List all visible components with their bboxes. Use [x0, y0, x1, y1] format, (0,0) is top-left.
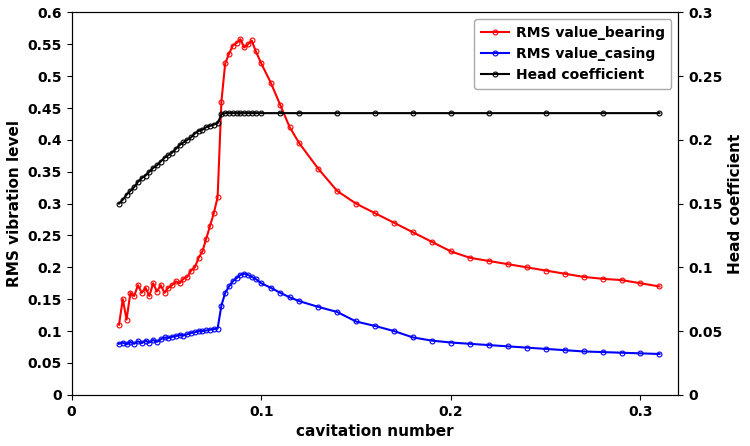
Head coefficient [194, 128, 203, 134]
RMS value_casing [160, 335, 169, 340]
Head coefficient [137, 175, 146, 181]
Head coefficient [148, 165, 158, 171]
RMS value_casing [655, 351, 664, 357]
Head coefficient [244, 111, 253, 116]
Head coefficient [240, 111, 249, 116]
RMS value_bearing [256, 61, 265, 66]
Head coefficient [446, 111, 455, 116]
Head coefficient [115, 201, 124, 206]
Head coefficient [118, 197, 128, 202]
RMS value_bearing [194, 255, 203, 260]
Head coefficient [276, 111, 285, 116]
Y-axis label: RMS vibration level: RMS vibration level [7, 120, 22, 287]
RMS value_casing [522, 345, 531, 350]
Head coefficient [248, 111, 256, 116]
Head coefficient [134, 179, 142, 185]
Head coefficient [484, 111, 494, 116]
Head coefficient [542, 111, 550, 116]
Head coefficient [198, 127, 207, 132]
Head coefficient [236, 111, 244, 116]
Head coefficient [172, 146, 181, 152]
Head coefficient [295, 111, 304, 116]
Head coefficient [228, 111, 237, 116]
Head coefficient [122, 192, 131, 198]
RMS value_bearing [160, 290, 169, 296]
Head coefficient [179, 140, 188, 145]
Head coefficient [187, 135, 196, 140]
RMS value_casing [167, 334, 176, 339]
RMS value_bearing [522, 264, 531, 270]
Head coefficient [167, 150, 176, 155]
Line: Head coefficient: Head coefficient [116, 111, 662, 206]
Head coefficient [409, 111, 418, 116]
Head coefficient [126, 188, 135, 194]
Line: RMS value_bearing: RMS value_bearing [116, 37, 662, 327]
RMS value_bearing [655, 284, 664, 289]
Head coefficient [232, 111, 241, 116]
Head coefficient [156, 159, 165, 164]
Head coefficient [202, 124, 211, 130]
Line: RMS value_casing: RMS value_casing [116, 271, 662, 356]
RMS value_bearing [240, 45, 249, 50]
Head coefficient [256, 111, 265, 116]
Head coefficient [152, 163, 161, 168]
RMS value_bearing [236, 37, 244, 42]
Y-axis label: Head coefficient: Head coefficient [728, 133, 743, 274]
Head coefficient [160, 155, 169, 161]
Head coefficient [332, 111, 341, 116]
RMS value_casing [240, 271, 249, 277]
Head coefficient [141, 173, 150, 178]
X-axis label: cavitation number: cavitation number [296, 424, 454, 439]
Head coefficient [176, 142, 184, 148]
Head coefficient [224, 111, 233, 116]
RMS value_bearing [115, 322, 124, 327]
RMS value_casing [236, 273, 244, 278]
Head coefficient [130, 184, 139, 190]
Head coefficient [145, 169, 154, 174]
Legend: RMS value_bearing, RMS value_casing, Head coefficient: RMS value_bearing, RMS value_casing, Hea… [474, 19, 671, 89]
RMS value_bearing [167, 282, 176, 288]
Head coefficient [190, 131, 200, 136]
Head coefficient [370, 111, 380, 116]
Head coefficient [251, 111, 260, 116]
Head coefficient [598, 111, 607, 116]
RMS value_casing [194, 328, 203, 334]
Head coefficient [220, 111, 230, 116]
Head coefficient [209, 122, 218, 127]
Head coefficient [183, 137, 192, 143]
Head coefficient [206, 123, 214, 128]
Head coefficient [655, 111, 664, 116]
Head coefficient [164, 153, 172, 158]
RMS value_casing [115, 341, 124, 347]
Head coefficient [217, 112, 226, 117]
RMS value_casing [256, 281, 265, 286]
Head coefficient [213, 121, 222, 126]
